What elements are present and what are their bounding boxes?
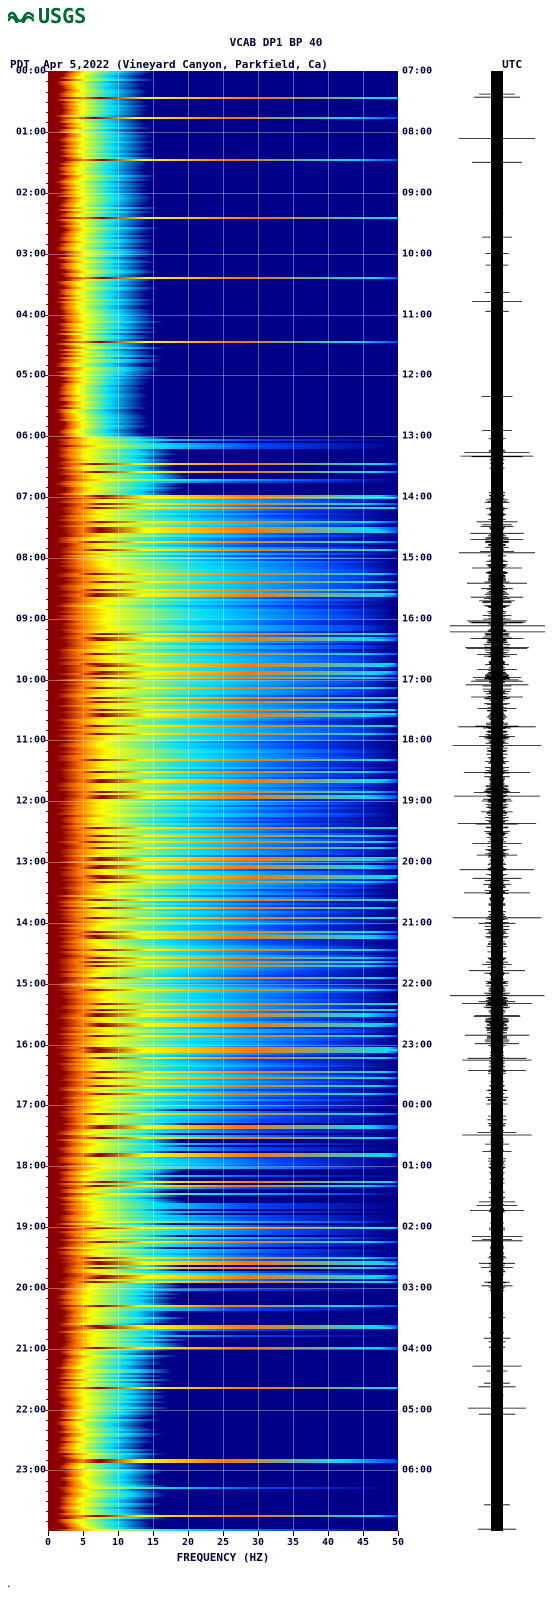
x-tick-label: 15: [147, 1537, 159, 1548]
y-right-tick-label: 04:00: [402, 1343, 442, 1354]
logo-text: USGS: [38, 4, 86, 28]
y-right-tick-label: 00:00: [402, 1100, 442, 1111]
usgs-logo: USGS: [0, 0, 552, 32]
waveform-container: [450, 71, 545, 1531]
y-left-tick-label: 09:00: [2, 613, 46, 624]
x-tick-label: 0: [45, 1537, 51, 1548]
y-right-tick-label: 12:00: [402, 370, 442, 381]
y-right-tick-label: 15:00: [402, 552, 442, 563]
y-right-tick-label: 18:00: [402, 735, 442, 746]
y-right-tick-label: 14:00: [402, 492, 442, 503]
y-left-tick-label: 07:00: [2, 492, 46, 503]
x-tick-label: 35: [287, 1537, 299, 1548]
chart-title: VCAB DP1 BP 40: [0, 36, 552, 50]
logo-wave-icon: [8, 4, 34, 28]
y-left-tick-label: 10:00: [2, 674, 46, 685]
y-left-tick-label: 08:00: [2, 552, 46, 563]
y-right-tick-label: 11:00: [402, 309, 442, 320]
y-left-tick-label: 12:00: [2, 796, 46, 807]
y-left-tick-label: 03:00: [2, 248, 46, 259]
y-left-tick-label: 21:00: [2, 1343, 46, 1354]
y-right-tick-label: 21:00: [402, 917, 442, 928]
y-left-tick-label: 19:00: [2, 1222, 46, 1233]
x-tick-label: 25: [217, 1537, 229, 1548]
y-right-tick-label: 08:00: [402, 127, 442, 138]
y-right-tick-label: 02:00: [402, 1222, 442, 1233]
y-right-tick-label: 20:00: [402, 857, 442, 868]
x-axis: FREQUENCY (HZ) 05101520253035404550: [48, 1531, 398, 1571]
right-tz-label: UTC: [502, 58, 522, 71]
footer-mark: .: [6, 1580, 11, 1590]
y-left-tick-label: 02:00: [2, 187, 46, 198]
x-tick-label: 50: [392, 1537, 404, 1548]
chart-area: 00:00 01:00 02:00 03:00 04:00 05:00 06:00 07:00…: [0, 71, 552, 1571]
y-left-tick-label: 04:00: [2, 309, 46, 320]
y-left-tick-label: 20:00: [2, 1282, 46, 1293]
waveform-trace: [450, 71, 545, 1531]
y-right-tick-label: 17:00: [402, 674, 442, 685]
y-left-tick-label: 15:00: [2, 978, 46, 989]
y-left-tick-label: 16:00: [2, 1039, 46, 1050]
spectrogram: [48, 71, 398, 1531]
y-left-tick-label: 05:00: [2, 370, 46, 381]
y-right-tick-label: 05:00: [402, 1404, 442, 1415]
y-left-tick-label: 01:00: [2, 127, 46, 138]
y-right-tick-label: 09:00: [402, 187, 442, 198]
y-right-tick-label: 03:00: [402, 1282, 442, 1293]
x-tick-label: 30: [252, 1537, 264, 1548]
y-left-tick-label: 22:00: [2, 1404, 46, 1415]
x-tick-label: 45: [357, 1537, 369, 1548]
spectrogram-container: [48, 71, 398, 1531]
x-tick-label: 5: [80, 1537, 86, 1548]
y-left-tick-label: 14:00: [2, 917, 46, 928]
y-left-tick-label: 00:00: [2, 66, 46, 77]
y-right-tick-label: 23:00: [402, 1039, 442, 1050]
y-left-tick-label: 17:00: [2, 1100, 46, 1111]
y-right-tick-label: 06:00: [402, 1465, 442, 1476]
x-axis-title: FREQUENCY (HZ): [48, 1551, 398, 1564]
y-left-tick-label: 23:00: [2, 1465, 46, 1476]
y-left-tick-label: 06:00: [2, 431, 46, 442]
x-tick-label: 10: [112, 1537, 124, 1548]
y-right-tick-label: 19:00: [402, 796, 442, 807]
x-tick-label: 20: [182, 1537, 194, 1548]
y-right-tick-label: 10:00: [402, 248, 442, 259]
y-left-tick-label: 18:00: [2, 1161, 46, 1172]
y-right-tick-label: 01:00: [402, 1161, 442, 1172]
left-tz-label: PDT Apr 5,2022 (Vineyard Canyon, Parkfie…: [10, 58, 328, 71]
chart-subtitle: PDT Apr 5,2022 (Vineyard Canyon, Parkfie…: [0, 58, 552, 71]
y-right-tick-label: 22:00: [402, 978, 442, 989]
y-left-tick-label: 11:00: [2, 735, 46, 746]
y-right-tick-label: 16:00: [402, 613, 442, 624]
y-left-tick-label: 13:00: [2, 857, 46, 868]
y-right-tick-label: 13:00: [402, 431, 442, 442]
x-tick-label: 40: [322, 1537, 334, 1548]
y-right-tick-label: 07:00: [402, 66, 442, 77]
